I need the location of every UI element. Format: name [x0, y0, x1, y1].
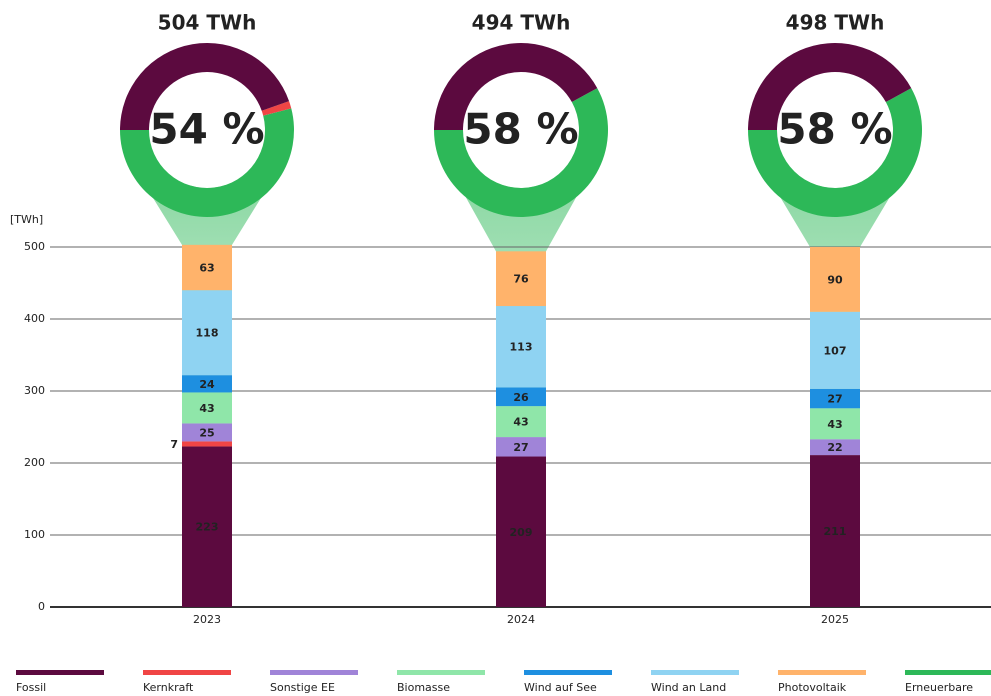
- donut-fill: [149, 72, 265, 188]
- donut-renewable: [120, 108, 294, 217]
- bar-segment: [810, 455, 860, 607]
- bar-segment: [496, 406, 546, 438]
- bar-segment: [810, 439, 860, 456]
- bar-segment: [810, 388, 860, 409]
- legend-swatch: [270, 670, 358, 675]
- donut-fill: [463, 72, 579, 188]
- y-tick-label: 400: [24, 312, 45, 325]
- bar-segment: [810, 247, 860, 312]
- data-label: 90: [827, 273, 843, 286]
- legend-label: Sonstige EE: [270, 681, 335, 694]
- legend-label: Kernkraft: [143, 681, 194, 694]
- bar-segment: [496, 306, 546, 388]
- data-label: 211: [824, 525, 847, 538]
- donut-total: 498 TWh: [786, 11, 885, 35]
- bar-segment: [182, 441, 232, 447]
- legend-label: Fossil: [16, 681, 46, 694]
- data-label: 223: [196, 521, 219, 534]
- data-label: 63: [199, 262, 214, 275]
- data-label: 113: [510, 341, 533, 354]
- data-label: 24: [199, 378, 215, 391]
- bar-segment: [496, 251, 546, 307]
- legend-label: Wind auf See: [524, 681, 597, 694]
- data-label: 209: [510, 526, 533, 539]
- x-tick-label: 2024: [507, 613, 535, 626]
- bar-segment: [496, 437, 546, 457]
- donut-renewable: [434, 88, 608, 217]
- legend-swatch: [651, 670, 739, 675]
- bar-segment: [810, 311, 860, 389]
- y-tick-label: 300: [24, 384, 45, 397]
- bar-segment: [182, 392, 232, 424]
- bar-segment: [182, 446, 232, 607]
- donut-fill: [777, 72, 893, 188]
- donut-share: 58 %: [463, 105, 578, 154]
- data-label: 43: [199, 402, 214, 415]
- data-label: 7: [170, 438, 178, 451]
- bar-segment: [182, 290, 232, 376]
- data-label: 43: [827, 418, 842, 431]
- donut-fossil: [748, 42, 912, 130]
- data-label: 76: [513, 273, 529, 286]
- legend-swatch: [143, 670, 231, 675]
- data-label: 22: [827, 441, 842, 454]
- bar-segment: [182, 423, 232, 442]
- legend-label: Erneuerbare: [905, 681, 973, 694]
- legend-label: Wind an Land: [651, 681, 726, 694]
- legend-label: Biomasse: [397, 681, 450, 694]
- bar-segment: [496, 387, 546, 407]
- bar-segment: [810, 408, 860, 440]
- donut-renewable: [748, 88, 922, 217]
- y-tick-label: 500: [24, 240, 45, 253]
- data-label: 27: [827, 393, 842, 406]
- legend-swatch: [397, 670, 485, 675]
- legend-swatch: [524, 670, 612, 675]
- legend-swatch: [905, 670, 991, 675]
- bar-segment: [182, 375, 232, 393]
- data-label: 43: [513, 416, 528, 429]
- legend-label: Photovoltaik: [778, 681, 847, 694]
- data-label: 26: [513, 391, 529, 404]
- data-label: 27: [513, 441, 528, 454]
- y-tick-label: 100: [24, 528, 45, 541]
- donut-share: 54 %: [149, 105, 264, 154]
- data-label: 25: [199, 426, 214, 439]
- donut-share: 58 %: [777, 105, 892, 154]
- bar-segment: [182, 244, 232, 291]
- data-label: 107: [824, 344, 847, 357]
- legend-swatch: [16, 670, 104, 675]
- donut-fossil: [434, 42, 598, 130]
- x-tick-label: 2025: [821, 613, 849, 626]
- x-tick-label: 2023: [193, 613, 221, 626]
- data-label: 118: [196, 327, 219, 340]
- donut-total: 504 TWh: [158, 11, 257, 35]
- bar-segment: [496, 456, 546, 607]
- y-tick-label: 0: [38, 600, 45, 613]
- donut-nuclear: [261, 101, 292, 116]
- donut-fossil: [120, 43, 290, 130]
- legend-swatch: [778, 670, 866, 675]
- y-axis-label: [TWh]: [10, 213, 43, 226]
- donut-total: 494 TWh: [472, 11, 571, 35]
- y-tick-label: 200: [24, 456, 45, 469]
